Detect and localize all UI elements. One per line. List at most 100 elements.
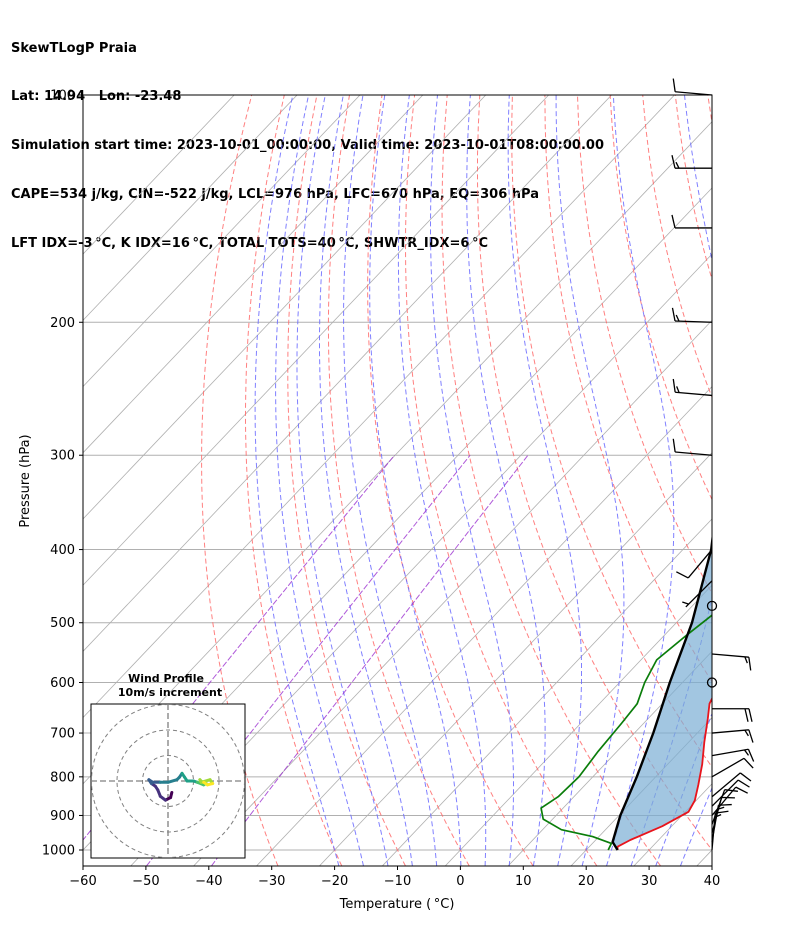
moist-adiabat-line bbox=[397, 95, 487, 866]
isotherm-line bbox=[255, 385, 712, 866]
hodograph-inset: Wind Profile 10m/s increment bbox=[90, 672, 246, 859]
barb-feather bbox=[744, 729, 749, 737]
barb-feather bbox=[676, 386, 680, 393]
barb-feather bbox=[682, 601, 689, 605]
isotherm-line bbox=[83, 95, 361, 388]
barb-feather bbox=[671, 214, 676, 229]
dry-adiabat-line bbox=[707, 95, 712, 126]
isotherm-line bbox=[193, 319, 712, 866]
isotherm-line bbox=[83, 95, 613, 652]
y-tick-label: 500 bbox=[50, 616, 75, 631]
wind-barb bbox=[706, 677, 718, 688]
x-tick-label: −50 bbox=[132, 874, 159, 889]
barb-feather bbox=[747, 748, 755, 762]
mixing-ratio-line bbox=[210, 454, 529, 866]
barb-feather bbox=[744, 656, 748, 664]
moist-adiabat-line bbox=[296, 95, 389, 866]
barb-staff bbox=[675, 391, 713, 397]
dry-adiabat-line bbox=[245, 95, 343, 866]
x-tick-label: −20 bbox=[321, 874, 348, 889]
dry-adiabat-line bbox=[773, 95, 794, 866]
y-tick-label: 800 bbox=[50, 770, 75, 785]
barb-staff bbox=[675, 91, 713, 96]
wind-barb bbox=[711, 653, 752, 671]
hodograph-subtitle: 10m/s increment bbox=[118, 686, 222, 699]
barb-staff bbox=[675, 451, 713, 456]
barb-staff bbox=[674, 320, 713, 323]
isotherm-line bbox=[83, 95, 235, 255]
x-axis-label: Temperature ( °C) bbox=[339, 897, 455, 912]
x-tick-label: 40 bbox=[704, 874, 721, 889]
barb-staff bbox=[711, 779, 739, 807]
wind-barb bbox=[711, 786, 748, 816]
wind-barb bbox=[711, 772, 752, 798]
barb-staff bbox=[687, 549, 713, 579]
hodograph-title: Wind Profile bbox=[128, 672, 204, 685]
barb-feather bbox=[743, 757, 754, 769]
barb-staff bbox=[711, 772, 741, 798]
moist-adiabat-line bbox=[507, 95, 582, 866]
x-tick-label: 30 bbox=[641, 874, 658, 889]
barb-feather bbox=[676, 571, 689, 579]
barb-feather bbox=[672, 78, 676, 92]
moist-adiabat-line bbox=[606, 95, 675, 866]
moist-adiabat-line bbox=[319, 95, 413, 866]
wind-barb bbox=[711, 748, 755, 762]
barb-feather bbox=[748, 708, 753, 722]
barb-staff bbox=[711, 748, 749, 757]
wind-barb bbox=[706, 600, 718, 612]
isotherm-line bbox=[83, 95, 487, 520]
calm-wind-circle bbox=[706, 677, 718, 688]
wind-barb bbox=[671, 155, 712, 169]
moist-adiabat-line bbox=[555, 95, 625, 866]
barb-feather bbox=[748, 729, 754, 743]
isotherm-line bbox=[444, 584, 712, 866]
calm-wind-circle bbox=[706, 600, 718, 612]
moist-adiabat-line bbox=[369, 95, 462, 866]
grid-layer bbox=[83, 95, 794, 866]
wind-barb bbox=[676, 549, 713, 579]
simulation-times: Simulation start time: 2023-10-01_00:00:… bbox=[11, 138, 604, 154]
x-tick-label: −10 bbox=[384, 874, 411, 889]
y-tick-label: 400 bbox=[50, 543, 75, 558]
station-title: SkewTLogP Praia bbox=[11, 40, 137, 56]
y-axis-label: Pressure (hPa) bbox=[18, 434, 33, 527]
barb-feather bbox=[748, 657, 752, 671]
station-coordinates: Lat: 14.94 Lon: -23.48 bbox=[11, 89, 182, 105]
barb-feather bbox=[675, 314, 680, 322]
isotherm-line bbox=[83, 95, 676, 719]
chart-header: SkewTLogP Praia Lat: 14.94 Lon: -23.48 S… bbox=[11, 8, 604, 269]
profile-layer bbox=[540, 532, 712, 851]
moist-adiabat-line bbox=[275, 95, 364, 866]
cin-area bbox=[612, 542, 712, 850]
wind-barb bbox=[671, 214, 712, 229]
cape-cin-fill-layer bbox=[612, 542, 712, 850]
wind-barb bbox=[672, 78, 713, 96]
wind-barb bbox=[672, 438, 713, 456]
y-tick-label: 700 bbox=[50, 727, 75, 742]
y-tick-label: 1000 bbox=[42, 844, 75, 859]
wind-barb bbox=[672, 378, 713, 397]
dry-adiabat-line bbox=[511, 95, 712, 768]
isotherm-line bbox=[381, 518, 712, 866]
y-tick-label: 200 bbox=[50, 316, 75, 331]
moist-adiabat-line bbox=[343, 95, 438, 866]
barb-staff bbox=[711, 729, 749, 734]
moist-adiabat-line bbox=[466, 95, 546, 866]
wind-barb bbox=[711, 757, 754, 778]
barb-feather bbox=[724, 789, 738, 792]
wind-barb bbox=[711, 729, 754, 743]
dry-adiabat-line bbox=[201, 95, 279, 866]
axes-layer: −60 −50 −40 −30 −20 −10 0 10 20 30 40 100 200 300 400 5… bbox=[42, 89, 720, 890]
barb-feather bbox=[671, 307, 676, 322]
y-tick-label: 900 bbox=[50, 809, 75, 824]
barb-staff bbox=[711, 786, 737, 816]
dry-adiabat-line bbox=[287, 95, 406, 866]
isotherm-line bbox=[507, 650, 712, 866]
hodograph-segment bbox=[202, 780, 210, 787]
moist-adiabat-line bbox=[679, 786, 712, 866]
dry-adiabat-line bbox=[327, 95, 470, 866]
wind-barb bbox=[711, 779, 750, 807]
barb-staff bbox=[711, 653, 749, 658]
